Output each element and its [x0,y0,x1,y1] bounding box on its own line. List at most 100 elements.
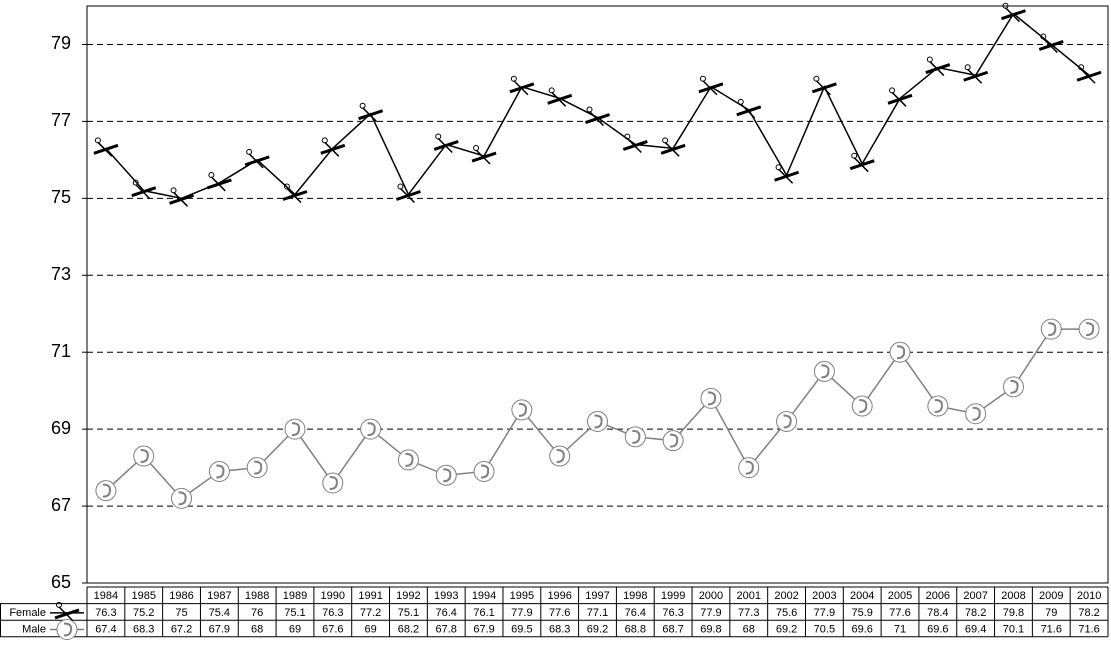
marker-part [329,475,338,490]
table-value: 77.3 [738,607,759,619]
marker-part [1002,376,1024,398]
table-value: 77.9 [511,607,532,619]
table-value: 79.8 [1003,607,1024,619]
data-point [1002,376,1024,398]
data-point [889,341,911,363]
data-point [927,395,949,417]
table-value: 79 [1045,607,1057,619]
marker-part [737,98,744,105]
marker-part [321,137,328,144]
marker-part [664,141,680,157]
marker-part [397,183,404,190]
marker-part [588,111,605,127]
data-point [511,399,533,421]
marker-part [775,164,782,171]
marker-part [745,460,754,475]
marker-part [624,426,646,448]
table-value: 68 [743,623,755,635]
data-point [395,183,421,204]
table-value: 75.1 [398,607,419,619]
data-point [208,460,230,482]
data-point [851,395,873,417]
marker-part [662,137,669,144]
table-value: 78.2 [1078,607,1099,619]
data-point [471,145,497,165]
data-point [284,418,306,440]
marker-part [1040,318,1062,340]
marker-part [248,153,264,169]
x-tick-label: 1992 [396,590,420,602]
marker-part [291,422,301,437]
data-point [698,75,724,96]
marker-part [556,449,565,464]
x-tick-label: 1987 [207,590,231,602]
data-point [433,133,459,154]
y-tick-label: 77 [51,110,71,130]
plot-area [86,5,1109,584]
marker-part [1078,318,1100,340]
x-tick-label: 2007 [963,590,987,602]
table-value: 71 [894,623,906,635]
table-value: 77.6 [889,607,910,619]
marker-part [586,106,593,113]
x-tick-label: 1986 [169,590,193,602]
marker-part [171,487,193,509]
marker-part [510,75,517,82]
table-value: 69 [364,623,376,635]
data-point [736,98,762,119]
marker-part [324,141,340,157]
table-value: 75.9 [851,607,872,619]
marker-part [473,460,495,482]
marker-part [670,433,679,448]
marker-part [626,137,642,154]
x-tick-label: 2000 [699,590,723,602]
marker-part [889,87,896,94]
x-tick-label: 1998 [623,590,647,602]
data-point [397,449,419,471]
marker-part [965,403,987,425]
marker-part [63,622,73,637]
marker-part [178,491,187,506]
marker-part [783,414,792,429]
x-tick-label: 2006 [926,590,950,602]
marker-part [1086,322,1095,337]
x-tick-label: 2009 [1039,590,1063,602]
table-value: 76 [251,607,263,619]
data-point [849,152,875,173]
data-point [624,426,646,448]
marker-part [1048,322,1057,337]
marker-part [934,399,943,414]
data-point [473,460,495,482]
marker-part [889,341,911,363]
y-tick-label: 67 [51,495,71,515]
table-value: 71.6 [1078,623,1099,635]
data-point [662,430,684,452]
table-value: 67.9 [209,623,230,635]
marker-part [1078,64,1085,71]
data-point [587,410,608,432]
data-point [1078,318,1100,340]
table-value: 76.1 [473,607,494,619]
marker-part [587,410,608,432]
x-tick-label: 1991 [358,590,382,602]
marker-part [776,410,798,432]
marker-part [815,80,831,96]
marker-part [173,191,189,207]
marker-part [551,91,567,107]
table-value: 68.3 [133,623,154,635]
y-tick-label: 73 [51,264,71,284]
marker-part [97,141,113,157]
marker-part [511,399,533,421]
table-value: 78.2 [965,607,986,619]
x-tick-label: 1989 [283,590,307,602]
table-value: 69.4 [965,623,986,635]
x-tick-label: 2010 [1077,590,1101,602]
marker-part [964,64,971,71]
marker-part [929,61,945,77]
marker-part [405,452,414,467]
table-value: 68.2 [398,623,419,635]
x-tick-label: 2004 [850,590,874,602]
marker-part [821,364,830,379]
data-point [282,183,308,204]
